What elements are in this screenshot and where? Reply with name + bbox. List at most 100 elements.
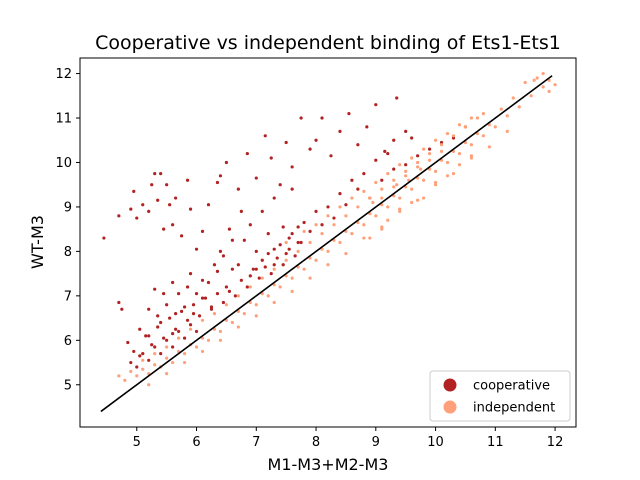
- cooperative-point: [165, 338, 169, 342]
- cooperative-point: [215, 269, 220, 273]
- cooperative-point: [200, 296, 205, 300]
- independent-point: [481, 111, 485, 116]
- cooperative-point: [177, 329, 181, 334]
- cooperative-point: [290, 232, 294, 236]
- cooperative-point: [272, 247, 276, 251]
- x-axis: 5 6 7 8 9 10 11 12: [133, 427, 563, 450]
- cooperative-point: [266, 232, 270, 236]
- independent-point: [433, 180, 438, 185]
- cooperative-point: [248, 223, 252, 227]
- independent-point: [326, 249, 330, 253]
- cooperative-point: [374, 103, 378, 107]
- independent-point: [230, 320, 234, 325]
- independent-point: [123, 378, 127, 382]
- cooperative-point: [141, 203, 145, 207]
- cooperative-point: [171, 280, 175, 285]
- cooperative-point: [380, 178, 384, 182]
- cooperative-point: [257, 276, 261, 280]
- cooperative-point: [168, 316, 172, 320]
- cooperative-point: [293, 254, 297, 258]
- cooperative-point: [287, 247, 291, 251]
- y-axis-label: WT-M3: [28, 215, 47, 269]
- independent-point: [260, 276, 264, 280]
- y-tick-label: 7: [64, 289, 72, 304]
- independent-point: [147, 383, 151, 387]
- cooperative-point: [233, 294, 237, 298]
- independent-point: [386, 218, 390, 222]
- independent-point: [469, 156, 474, 160]
- independent-point: [499, 107, 503, 111]
- cooperative-point: [206, 280, 211, 285]
- independent-point: [278, 285, 282, 289]
- cooperative-point: [168, 203, 172, 207]
- independent-point: [410, 156, 414, 160]
- cooperative-point: [224, 160, 229, 165]
- independent-point: [308, 240, 312, 245]
- cooperative-point: [147, 209, 151, 213]
- cooperative-point: [179, 309, 184, 314]
- independent-point: [395, 183, 399, 187]
- cooperative-point: [135, 216, 139, 220]
- cooperative-point: [194, 247, 199, 251]
- independent-point: [284, 240, 288, 245]
- independent-point: [314, 223, 318, 227]
- cooperative-point: [227, 289, 231, 293]
- independent-point: [165, 356, 169, 360]
- x-tick-label: 6: [192, 435, 200, 450]
- cooperative-point: [174, 327, 178, 331]
- independent-point: [296, 249, 300, 253]
- cooperative-point: [132, 349, 136, 354]
- independent-point: [532, 78, 536, 82]
- independent-point: [200, 318, 205, 322]
- independent-point: [445, 160, 450, 165]
- independent-point: [457, 151, 462, 156]
- cooperative-point: [221, 300, 226, 305]
- cooperative-point: [374, 158, 378, 162]
- independent-point: [117, 374, 121, 378]
- cooperative-point: [209, 305, 214, 309]
- independent-point: [469, 154, 474, 158]
- independent-point: [266, 294, 270, 298]
- cooperative-point: [194, 292, 199, 296]
- cooperative-point: [188, 272, 193, 276]
- cooperative-point: [254, 267, 258, 271]
- cooperative-point: [188, 323, 193, 327]
- independent-point: [326, 263, 330, 267]
- cooperative-point: [263, 134, 267, 138]
- independent-point: [404, 174, 408, 178]
- independent-point: [398, 196, 402, 200]
- cooperative-point: [299, 116, 303, 120]
- independent-point: [212, 312, 217, 316]
- independent-point: [445, 174, 450, 178]
- x-axis-label: M1-M3+M2-M3: [268, 455, 389, 474]
- independent-point: [338, 205, 342, 209]
- independent-point: [469, 116, 474, 120]
- independent-point: [308, 276, 312, 280]
- independent-point: [177, 336, 181, 340]
- cooperative-point: [281, 225, 285, 229]
- x-tick-label: 7: [252, 435, 260, 450]
- cooperative-point: [284, 140, 288, 145]
- cooperative-point: [227, 227, 231, 231]
- independent-point: [427, 158, 432, 162]
- cooperative-point: [251, 267, 255, 271]
- cooperative-point: [171, 345, 175, 349]
- independent-point: [254, 303, 258, 307]
- cooperative-point: [269, 156, 273, 160]
- independent-point: [368, 196, 372, 200]
- cooperative-point: [302, 220, 306, 225]
- cooperative-point: [287, 236, 291, 240]
- cooperative-point: [150, 183, 154, 187]
- independent-point: [218, 329, 223, 334]
- independent-point: [254, 314, 258, 318]
- independent-point: [553, 83, 557, 87]
- cooperative-point: [156, 198, 160, 202]
- cooperative-point: [159, 171, 163, 176]
- independent-point: [439, 149, 444, 153]
- cooperative-point: [159, 320, 163, 325]
- cooperative-legend-marker: [443, 378, 457, 392]
- cooperative-point: [218, 249, 223, 253]
- cooperative-point: [245, 151, 249, 156]
- independent-point: [445, 131, 450, 136]
- independent-point: [386, 171, 390, 176]
